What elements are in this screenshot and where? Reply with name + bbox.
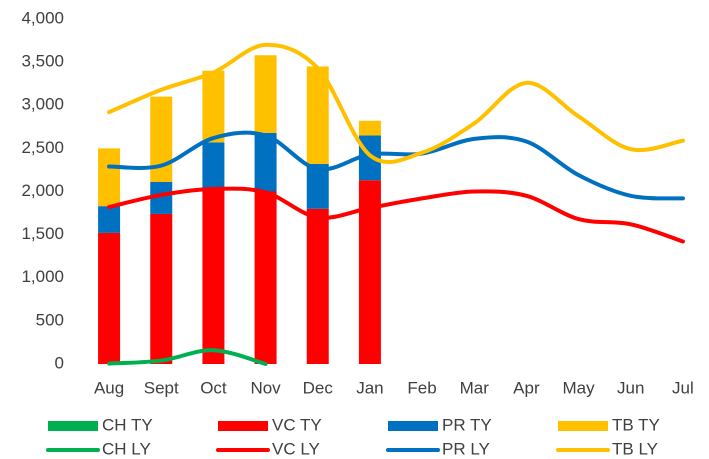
bar-segment xyxy=(202,142,225,189)
legend-swatch xyxy=(558,421,608,431)
bar-segment xyxy=(202,188,225,364)
x-tick-label: Jun xyxy=(617,378,644,397)
legend-label: CH TY xyxy=(102,415,153,434)
bar-segment xyxy=(306,208,329,364)
legend-label: CH LY xyxy=(102,439,151,458)
legend-label: VC TY xyxy=(272,415,322,434)
x-tick-label: Oct xyxy=(200,378,227,397)
legend-label: PR TY xyxy=(442,415,492,434)
y-tick-label: 1,500 xyxy=(21,224,64,243)
bar-segment xyxy=(254,55,277,133)
legend-label: VC LY xyxy=(272,439,320,458)
x-tick-label: Nov xyxy=(250,378,281,397)
y-tick-label: 4,000 xyxy=(21,8,64,27)
y-tick-label: 2,000 xyxy=(21,181,64,200)
x-tick-label: Aug xyxy=(94,378,124,397)
legend-swatch xyxy=(218,421,268,431)
line xyxy=(107,348,268,366)
bar-segment xyxy=(306,66,329,164)
legend-label: TB TY xyxy=(612,415,660,434)
bar-segment xyxy=(254,191,277,364)
line xyxy=(107,186,685,244)
y-tick-label: 0 xyxy=(55,353,64,372)
bar-segment xyxy=(306,163,329,209)
y-tick-label: 500 xyxy=(36,310,64,329)
x-tick-label: May xyxy=(563,378,596,397)
x-tick-label: Jan xyxy=(356,378,383,397)
bar-segment xyxy=(98,232,121,364)
bar-segment xyxy=(150,213,173,364)
y-tick-label: 1,000 xyxy=(21,267,64,286)
y-tick-label: 3,000 xyxy=(21,95,64,114)
x-tick-label: Feb xyxy=(407,378,436,397)
y-tick-label: 3,500 xyxy=(21,52,64,71)
bar-segment xyxy=(358,180,381,364)
x-tick-label: Dec xyxy=(303,378,334,397)
y-tick-label: 2,500 xyxy=(21,138,64,157)
x-tick-label: Jul xyxy=(672,378,694,397)
bar-segment xyxy=(150,96,173,183)
bar-segment xyxy=(358,120,381,136)
x-tick-label: Apr xyxy=(513,378,540,397)
bar-segment xyxy=(254,132,277,192)
bar-segment xyxy=(202,70,225,143)
bar-segment xyxy=(98,206,121,233)
line xyxy=(107,42,685,165)
bar-segment xyxy=(98,148,121,207)
legend-swatch xyxy=(388,421,438,431)
legend-label: PR LY xyxy=(442,439,490,458)
legend-swatch xyxy=(48,421,98,431)
legend-label: TB LY xyxy=(612,439,658,458)
bar-segment xyxy=(150,182,173,214)
x-tick-label: Sept xyxy=(144,378,179,397)
x-tick-label: Mar xyxy=(460,378,490,397)
line xyxy=(107,130,685,201)
